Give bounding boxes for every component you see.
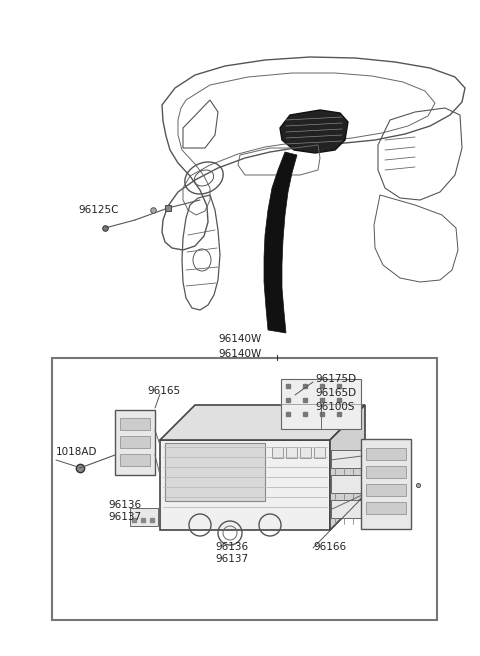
Bar	[165, 443, 265, 501]
Bar	[366, 466, 406, 478]
Text: 96175D: 96175D	[315, 374, 356, 384]
Bar	[331, 500, 363, 518]
Polygon shape	[160, 405, 365, 440]
Bar	[366, 502, 406, 514]
Bar	[120, 454, 150, 466]
Bar	[314, 447, 325, 458]
Text: 96125C: 96125C	[78, 205, 119, 215]
Polygon shape	[160, 440, 330, 530]
Bar	[272, 447, 283, 458]
Text: 96100S: 96100S	[315, 402, 355, 412]
Text: 96166: 96166	[313, 542, 346, 552]
Text: 96165: 96165	[147, 386, 180, 396]
Bar	[286, 447, 297, 458]
Text: 1018AD: 1018AD	[56, 447, 97, 457]
Bar	[366, 484, 406, 496]
Bar	[331, 450, 363, 468]
Text: 96136: 96136	[215, 542, 248, 552]
Bar	[366, 448, 406, 460]
Polygon shape	[330, 405, 365, 530]
Bar	[300, 447, 311, 458]
FancyBboxPatch shape	[361, 439, 411, 529]
Bar	[120, 436, 150, 448]
Polygon shape	[264, 152, 297, 333]
Text: 96137: 96137	[108, 512, 141, 522]
Text: 96165D: 96165D	[315, 388, 356, 398]
Bar	[120, 418, 150, 430]
Polygon shape	[280, 110, 348, 153]
Bar	[331, 475, 363, 493]
Text: 96140W: 96140W	[218, 334, 262, 344]
Bar	[130, 508, 158, 526]
Bar	[115, 410, 155, 475]
Text: 96140W: 96140W	[218, 349, 262, 359]
Text: 96137: 96137	[215, 554, 248, 564]
Bar	[52, 358, 437, 620]
FancyBboxPatch shape	[281, 379, 361, 429]
Text: 96136: 96136	[108, 500, 141, 510]
